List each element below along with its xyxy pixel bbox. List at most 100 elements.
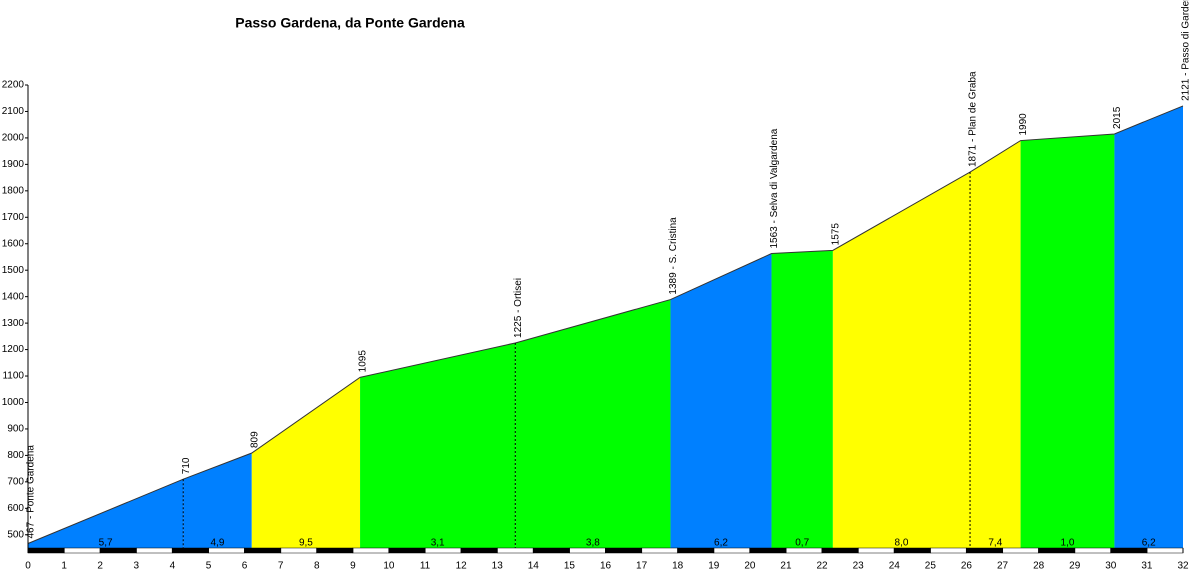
- segment: [832, 172, 971, 548]
- point-label: 467 - Ponte Gardena: [26, 445, 37, 539]
- segment: [360, 342, 516, 548]
- x-scale-band: [966, 547, 1003, 554]
- point-label: 1225 - Ortisei: [513, 278, 524, 338]
- segment: [28, 479, 184, 548]
- x-scale-band: [63, 547, 101, 554]
- x-scale-band: [1146, 547, 1184, 554]
- y-tick-label: 1900: [2, 159, 25, 170]
- x-tick-label: 30: [1105, 561, 1117, 572]
- segment: [670, 253, 772, 549]
- x-tick-label: 8: [314, 561, 320, 572]
- x-tick-label: 3: [134, 561, 140, 572]
- y-tick-label: 2100: [2, 106, 25, 117]
- y-tick-label: 1700: [2, 212, 25, 223]
- x-scale-band: [496, 547, 534, 554]
- x-scale-band: [749, 547, 787, 554]
- x-scale-band: [857, 547, 895, 554]
- point-label: 2015: [1112, 106, 1123, 129]
- point-label: 2121 - Passo di Gardena: [1181, 0, 1192, 101]
- x-tick-label: 6: [242, 561, 248, 572]
- x-scale-band: [460, 547, 498, 554]
- x-tick-label: 9: [350, 561, 356, 572]
- x-scale-band: [1002, 547, 1039, 554]
- x-tick-label: 14: [528, 561, 540, 572]
- point-label: 1095: [358, 350, 369, 373]
- x-scale-band: [316, 547, 354, 554]
- segment: [1114, 105, 1183, 548]
- x-scale-band: [677, 547, 715, 554]
- x-tick-label: 7: [278, 561, 284, 572]
- x-scale-band: [641, 547, 678, 554]
- y-tick-label: 500: [7, 529, 24, 540]
- x-tick-label: 12: [456, 561, 468, 572]
- x-scale-band: [244, 547, 281, 554]
- segment: [1020, 133, 1115, 548]
- x-tick-label: 1: [61, 561, 67, 572]
- x-tick-label: 27: [997, 561, 1009, 572]
- x-scale-band: [352, 547, 390, 554]
- point-label: 1990: [1018, 113, 1029, 136]
- x-tick-label: 32: [1177, 561, 1189, 572]
- x-tick-label: 10: [383, 561, 395, 572]
- x-scale-band: [785, 547, 823, 554]
- y-tick-label: 900: [7, 424, 24, 435]
- y-tick-label: 1800: [2, 185, 25, 196]
- x-tick-label: 18: [672, 561, 684, 572]
- x-scale-band: [1038, 547, 1075, 554]
- point-label: 1871 - Plan de Graba: [968, 71, 979, 167]
- segment: [515, 299, 671, 548]
- segment: [771, 250, 833, 548]
- x-tick-label: 25: [925, 561, 937, 572]
- x-scale-band: [208, 547, 245, 554]
- x-scale-band: [172, 547, 209, 554]
- segment: [970, 140, 1021, 548]
- gradient-label: 7,4: [988, 538, 1002, 549]
- x-scale-band: [569, 547, 606, 554]
- gradient-label: 6,2: [1142, 538, 1156, 549]
- x-tick-label: 5: [206, 561, 212, 572]
- y-tick-label: 2200: [2, 80, 25, 91]
- segment: [251, 377, 361, 548]
- y-tick-label: 1000: [2, 397, 25, 408]
- gradient-label: 0,7: [795, 538, 809, 549]
- gradient-label: 1,0: [1061, 538, 1075, 549]
- x-tick-label: 0: [25, 561, 31, 572]
- x-tick-label: 31: [1141, 561, 1153, 572]
- x-scale-band: [136, 547, 173, 554]
- point-label: 1575: [831, 223, 842, 246]
- x-tick-label: 23: [853, 561, 865, 572]
- gradient-label: 6,2: [714, 538, 728, 549]
- gradient-label: 9,5: [299, 538, 313, 549]
- x-scale-band: [1074, 547, 1112, 554]
- x-tick-label: 11: [420, 561, 431, 572]
- x-tick-label: 24: [889, 561, 901, 572]
- x-tick-label: 19: [708, 561, 720, 572]
- y-tick-label: 800: [7, 450, 24, 461]
- x-tick-label: 2: [97, 561, 103, 572]
- gradient-label: 4,9: [211, 538, 225, 549]
- x-tick-label: 17: [636, 561, 648, 572]
- y-tick-label: 1400: [2, 291, 25, 302]
- gradient-label: 8,0: [895, 538, 909, 549]
- y-tick-label: 2000: [2, 133, 25, 144]
- x-tick-label: 16: [600, 561, 612, 572]
- y-tick-label: 1200: [2, 344, 25, 355]
- x-scale-band: [1110, 547, 1148, 554]
- x-scale-band: [894, 547, 931, 554]
- point-label: 710: [181, 457, 192, 474]
- x-tick-label: 15: [564, 561, 576, 572]
- x-scale-band: [27, 547, 65, 554]
- y-tick-label: 700: [7, 476, 24, 487]
- x-tick-label: 20: [744, 561, 756, 572]
- x-scale-band: [99, 547, 137, 554]
- x-tick-label: 29: [1069, 561, 1081, 572]
- x-scale-band: [605, 547, 642, 554]
- y-tick-label: 1600: [2, 238, 25, 249]
- x-scale-band: [533, 547, 570, 554]
- y-tick-label: 1500: [2, 265, 25, 276]
- y-tick-label: 600: [7, 503, 24, 514]
- x-scale-band: [930, 547, 967, 554]
- y-tick-label: 1300: [2, 318, 25, 329]
- x-tick-label: 26: [961, 561, 973, 572]
- gradient-label: 5,7: [99, 538, 113, 549]
